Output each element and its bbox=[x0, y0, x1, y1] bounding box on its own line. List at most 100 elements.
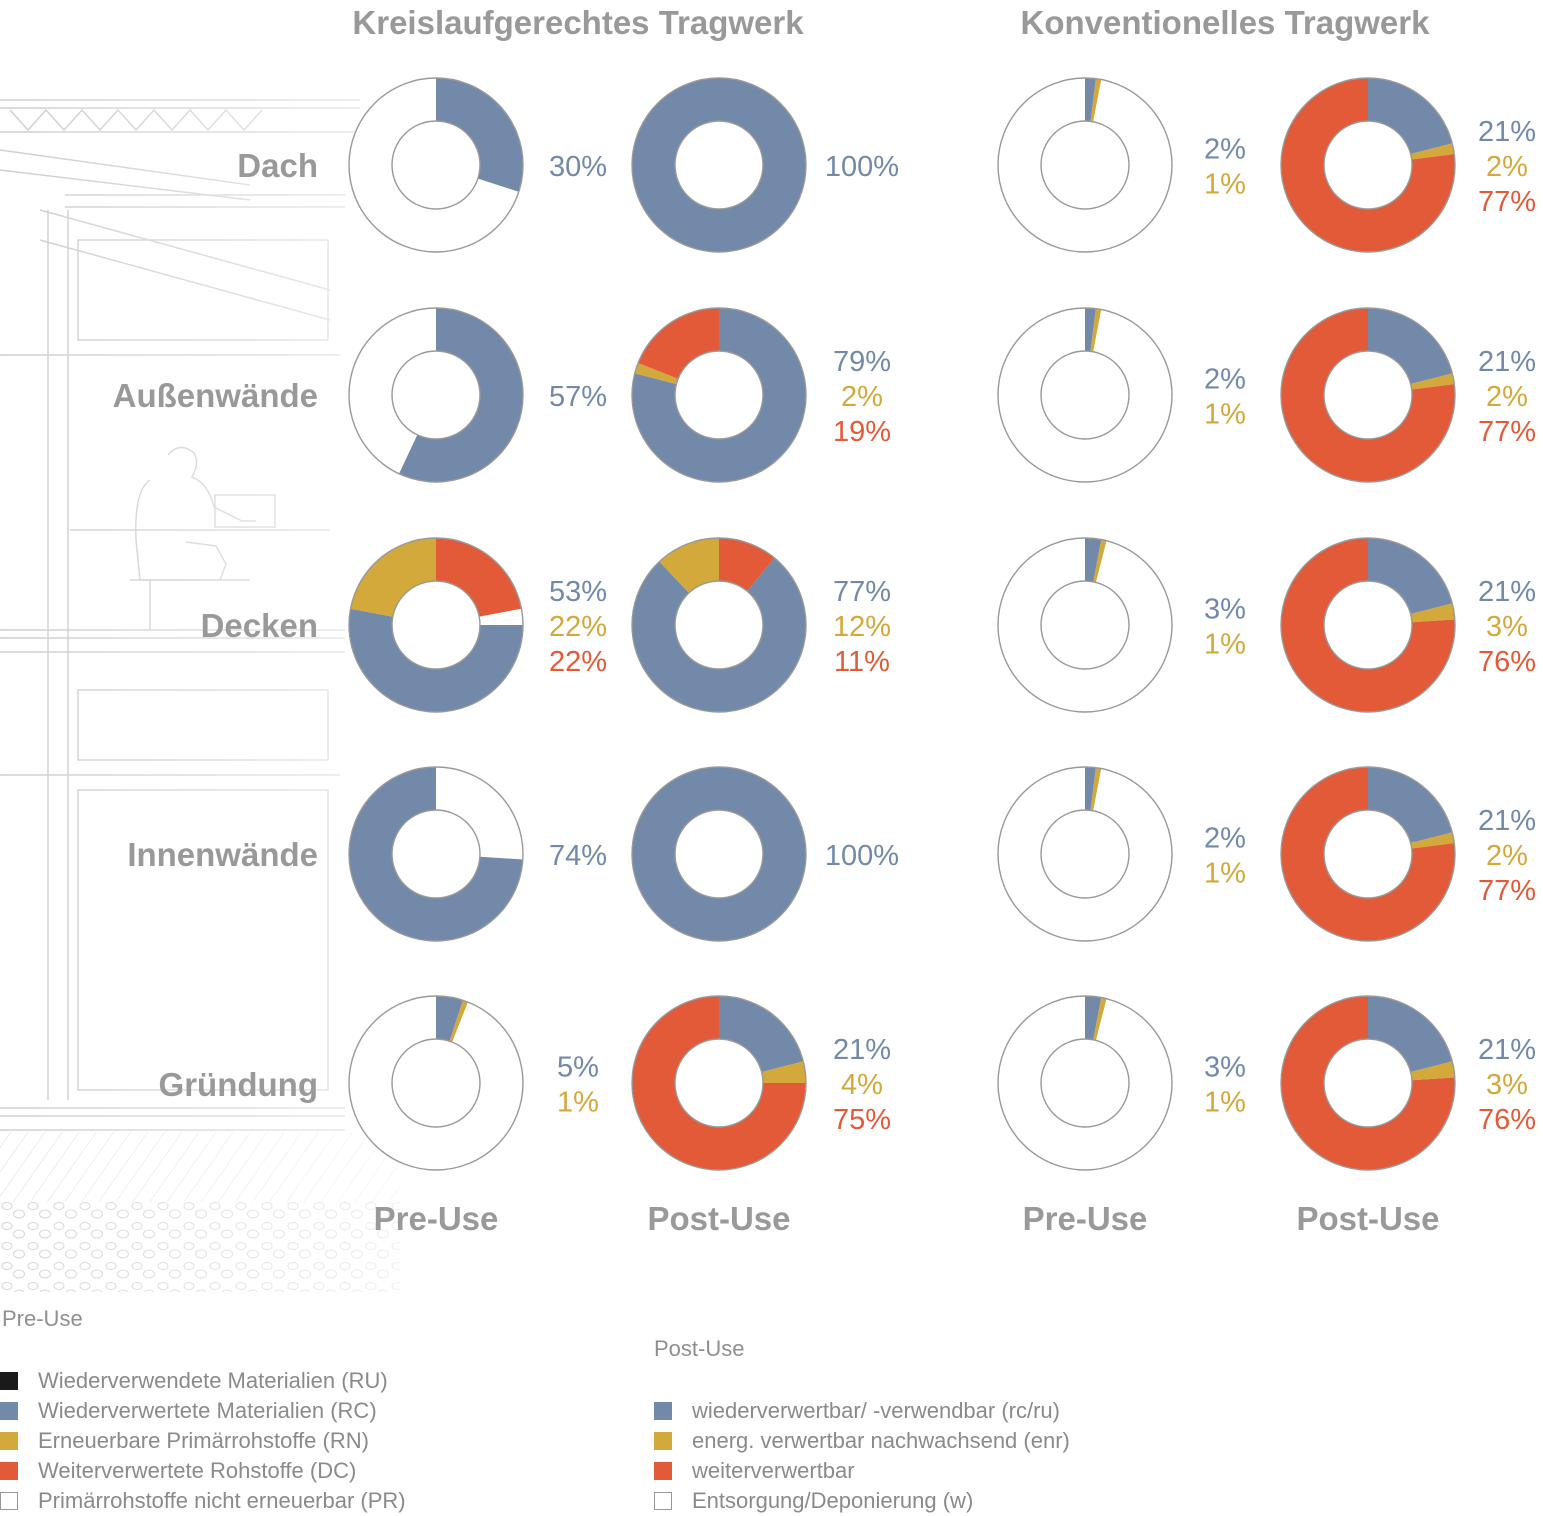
inner-ring-gruendung-pre-use-circular bbox=[391, 1038, 481, 1128]
inner-ring-aussenwaende-pre-use-conventional bbox=[1040, 350, 1130, 440]
slice-rc-innenwaende-pre-use-conventional bbox=[1085, 767, 1096, 811]
donut-innenwaende-pre-use-circular: 74% bbox=[348, 766, 607, 942]
slice-rc-dach-pre-use-conventional bbox=[1085, 78, 1096, 122]
value-label-rc-innenwaende-post-use-conventional: 21% bbox=[1478, 805, 1536, 837]
outer-ring-decken-post-use-circular bbox=[631, 537, 807, 713]
row-label-decken: Decken bbox=[201, 607, 318, 644]
inner-ring-dach-pre-use-circular bbox=[391, 120, 481, 210]
slice-rn-aussenwaende-post-use-conventional bbox=[1410, 373, 1455, 390]
row-label-gruendung: Gründung bbox=[159, 1066, 318, 1103]
slice-dc-decken-pre-use-circular bbox=[436, 538, 522, 617]
slice-pr-gruendung-pre-use-conventional bbox=[997, 996, 1172, 1170]
outer-ring-dach-post-use-conventional bbox=[1280, 77, 1456, 253]
inner-ring-gruendung-post-use-circular bbox=[674, 1038, 764, 1128]
inner-ring-decken-post-use-conventional bbox=[1323, 580, 1413, 670]
legend-swatch-dc bbox=[0, 1462, 18, 1480]
header-circular-structure: Kreislaufgerechtes Tragwerk bbox=[352, 4, 804, 41]
inner-ring-innenwaende-pre-use-circular bbox=[391, 809, 481, 899]
column-label-pre-use-conventional: Pre-Use bbox=[1023, 1200, 1148, 1237]
legend-label-rc: Wiederverwertete Materialien (RC) bbox=[38, 1398, 377, 1423]
value-label-rn-dach-post-use-conventional: 2% bbox=[1486, 151, 1528, 183]
value-label-rn-gruendung-pre-use-conventional: 1% bbox=[1204, 1087, 1246, 1119]
row-label-innenwaende: Innenwände bbox=[127, 836, 318, 873]
slice-dc-aussenwaende-post-use-conventional bbox=[1281, 308, 1455, 482]
slice-rc-gruendung-pre-use-conventional bbox=[1085, 996, 1102, 1040]
outer-ring-dach-pre-use-circular bbox=[348, 77, 524, 253]
value-label-rc-decken-post-use-conventional: 21% bbox=[1478, 576, 1536, 608]
value-label-dc-gruendung-post-use-circular: 75% bbox=[833, 1104, 891, 1136]
slice-rn-decken-post-use-circular bbox=[659, 538, 719, 593]
slice-rn-gruendung-post-use-conventional bbox=[1410, 1061, 1455, 1081]
slice-pr-decken-pre-use-conventional bbox=[997, 538, 1172, 713]
value-label-dc-decken-pre-use-circular: 22% bbox=[549, 646, 607, 678]
slice-rc-decken-pre-use-conventional bbox=[1085, 538, 1102, 582]
column-label-post-use-conventional: Post-Use bbox=[1296, 1200, 1439, 1237]
slice-rn-aussenwaende-pre-use-conventional bbox=[1090, 308, 1102, 352]
slice-dc-decken-post-use-conventional bbox=[1281, 538, 1455, 712]
slice-rc-innenwaende-pre-use-circular bbox=[349, 767, 523, 941]
slice-rc-gruendung-pre-use-circular bbox=[436, 996, 463, 1042]
slice-rn-gruendung-post-use-circular bbox=[761, 1061, 806, 1083]
slice-dc-decken-post-use-circular bbox=[719, 538, 775, 592]
slice-pr-aussenwaende-pre-use-circular bbox=[349, 308, 436, 474]
slice-rn-decken-post-use-conventional bbox=[1410, 603, 1455, 623]
slice-pr-dach-pre-use-circular bbox=[349, 78, 519, 252]
donut-gruendung-pre-use-circular: 5%1% bbox=[348, 995, 599, 1171]
legend-post-use: Post-Use wiederverwertbar/ -verwendbar (… bbox=[654, 1336, 1214, 1516]
value-label-rn-gruendung-pre-use-circular: 1% bbox=[557, 1087, 599, 1119]
legend-swatch-ru bbox=[0, 1372, 18, 1390]
inner-ring-dach-post-use-conventional bbox=[1323, 120, 1413, 210]
value-label-rc-innenwaende-pre-use-conventional: 2% bbox=[1204, 823, 1246, 855]
slice-dc-gruendung-post-use-circular bbox=[632, 996, 806, 1170]
slice-rn-dach-pre-use-conventional bbox=[1090, 78, 1102, 122]
legend-swatch-enr bbox=[654, 1432, 672, 1450]
slice-rc-decken-post-use-circular bbox=[632, 557, 806, 713]
slice-rc-dach-post-use-conventional bbox=[1368, 78, 1453, 155]
slice-rc-gruendung-post-use-circular bbox=[719, 996, 804, 1073]
donut-aussenwaende-post-use-circular: 79%2%19% bbox=[631, 307, 891, 483]
donut-decken-post-use-circular: 77%12%11% bbox=[631, 537, 891, 713]
header-conventional-structure: Konventionelles Tragwerk bbox=[1021, 4, 1431, 41]
donut-gruendung-pre-use-conventional: 3%1% bbox=[997, 995, 1246, 1171]
value-label-dc-innenwaende-post-use-conventional: 77% bbox=[1478, 875, 1536, 907]
row-label-dach: Dach bbox=[237, 147, 318, 184]
value-label-rc-gruendung-pre-use-circular: 5% bbox=[557, 1052, 599, 1084]
slice-pr-innenwaende-pre-use-circular bbox=[436, 767, 523, 860]
column-group-headers: Kreislaufgerechtes Tragwerk Konventionel… bbox=[352, 4, 1430, 41]
value-label-rn-decken-pre-use-circular: 22% bbox=[549, 611, 607, 643]
slice-rn-innenwaende-post-use-conventional bbox=[1410, 832, 1455, 849]
column-label-pre-use-circular: Pre-Use bbox=[374, 1200, 499, 1237]
value-label-rc-decken-pre-use-circular: 53% bbox=[549, 576, 607, 608]
legend-swatch-weiterverwertbar bbox=[654, 1462, 672, 1480]
slice-pr-dach-pre-use-conventional bbox=[998, 78, 1172, 252]
value-label-rc-aussenwaende-post-use-circular: 79% bbox=[833, 346, 891, 378]
donut-charts: 30% 100%2%1%21%2%77%57%79%2%19%2%1%21%2%7… bbox=[348, 77, 1536, 1171]
outer-ring-gruendung-post-use-circular bbox=[631, 995, 807, 1171]
legend-label-dc: Weiterverwertete Rohstoffe (DC) bbox=[38, 1458, 357, 1483]
donut-innenwaende-pre-use-conventional: 2%1% bbox=[997, 766, 1246, 942]
donut-aussenwaende-post-use-conventional: 21%2%77% bbox=[1280, 307, 1536, 483]
value-label-dc-gruendung-post-use-conventional: 76% bbox=[1478, 1104, 1536, 1136]
value-label-rc-aussenwaende-pre-use-circular: 57% bbox=[549, 381, 607, 413]
legend-label-rc-ru: wiederverwertbar/ -verwendbar (rc/ru) bbox=[692, 1398, 1060, 1423]
value-label-rc-decken-post-use-circular: 77% bbox=[833, 576, 891, 608]
row-label-aussenwaende: Außenwände bbox=[113, 377, 318, 414]
slice-rc-dach-pre-use-circular bbox=[436, 78, 523, 192]
slice-rn-innenwaende-pre-use-conventional bbox=[1090, 767, 1102, 811]
outer-ring-aussenwaende-post-use-circular bbox=[631, 307, 807, 483]
column-label-post-use-circular: Post-Use bbox=[647, 1200, 790, 1237]
value-label-rn-decken-post-use-conventional: 3% bbox=[1486, 611, 1528, 643]
value-label-rc-dach-post-use-conventional: 21% bbox=[1478, 116, 1536, 148]
donut-dach-post-use-conventional: 21%2%77% bbox=[1280, 77, 1536, 253]
donut-aussenwaende-pre-use-circular: 57% bbox=[348, 307, 607, 483]
value-label-rc-dach-pre-use-conventional: 2% bbox=[1204, 134, 1246, 166]
slice-pr-decken-pre-use-circular bbox=[479, 608, 523, 625]
value-label-rc-dach-post-use-circular: 100% bbox=[825, 151, 899, 183]
outer-ring-aussenwaende-post-use-conventional bbox=[1280, 307, 1456, 483]
slice-rn-decken-pre-use-circular bbox=[350, 538, 436, 617]
slice-rn-gruendung-pre-use-circular bbox=[449, 1000, 469, 1043]
outer-ring-decken-post-use-conventional bbox=[1280, 537, 1456, 713]
donut-innenwaende-post-use-conventional: 21%2%77% bbox=[1280, 766, 1536, 942]
outer-ring-gruendung-pre-use-circular bbox=[348, 995, 524, 1171]
